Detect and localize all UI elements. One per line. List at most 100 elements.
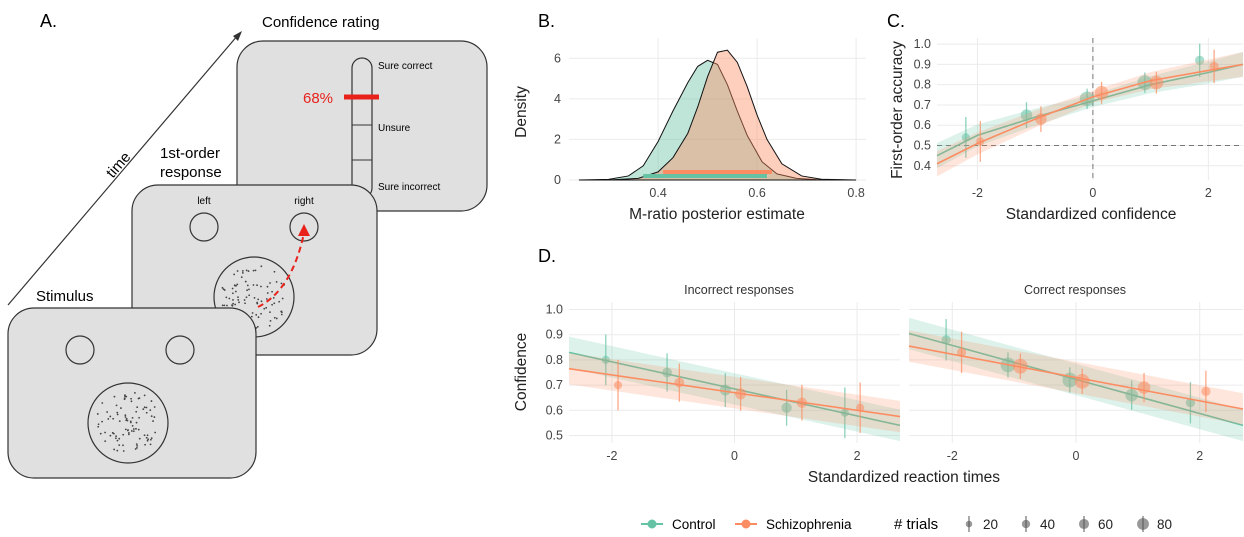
response-label-line2: response [160,164,222,181]
cloud-dot [131,416,134,419]
scale-mid-label: Unsure [378,123,411,134]
d-incorrect-ytick-label: 0.8 [546,353,563,367]
cloud-dot [234,290,237,293]
cloud-dot [234,303,237,306]
d-correct-point-schizophrenia [1012,358,1028,374]
c-xtick-label: 2 [1205,186,1212,200]
legend-schizophrenia: Schizophrenia [766,517,852,532]
cloud-dot [126,419,129,422]
cloud-dot [101,420,103,423]
cloud-dot [113,448,116,451]
cloud-dot [260,265,263,268]
c-point-control [961,133,970,142]
legend-trials-marker [1078,518,1090,530]
b-ytick-label: 0 [554,173,561,187]
cloud-dot [97,425,100,428]
d-incorrect-point-schizophrenia [674,377,685,388]
cloud-dot [269,319,272,322]
legend-trials-marker [1021,519,1031,529]
cloud-dot [116,439,119,442]
cloud-dot [241,272,244,274]
cloud-dot [153,416,156,418]
legend-control-key [641,519,663,529]
b-ytick-label: 4 [554,92,561,106]
cloud-dot [124,416,127,418]
c-xtick-label: -2 [972,186,983,200]
cloud-dot [101,402,104,404]
cloud-dot [137,428,140,431]
cloud-dot [257,298,260,301]
cloud-dot [236,283,239,286]
cloud-dot [120,407,122,409]
cloud-dot [138,416,140,419]
b-density-control [578,59,847,181]
c-ytick-label: 0.7 [914,98,931,112]
cloud-dot [136,446,138,449]
cloud-dot [244,302,246,305]
stimulus-dot-cloud-icon [87,382,169,464]
cloud-dot [222,288,225,291]
cloud-dot [266,285,269,288]
cloud-dot [257,316,260,319]
cloud-dot [104,440,107,443]
cloud-dot [143,394,146,397]
cloud-dot [231,287,234,290]
d-incorrect-ytick-label: 0.5 [546,428,563,442]
d-incorrect-point-schizophrenia [613,380,623,390]
cloud-dot [136,406,139,409]
c-ytick-label: 0.9 [914,57,931,71]
cloud-dot [248,294,251,297]
cloud-dot [145,436,148,439]
cloud-dot [99,432,102,435]
c-ytick-label: 0.5 [914,139,931,153]
cloud-dot [260,300,263,303]
cloud-dot [132,430,135,433]
d-correct-xtick-label: -2 [947,449,958,463]
cloud-dot [114,437,117,440]
c-point-schizophrenia [1035,113,1047,125]
cloud-dot [273,302,276,305]
c-plot-area [937,38,1243,180]
c-point-control [1020,109,1033,121]
cloud-dot [255,313,258,316]
cloud-dot [118,420,121,423]
cloud-dot [260,312,262,315]
cloud-dot [149,409,152,412]
d-correct-xtick-label: 0 [1073,449,1080,463]
cloud-dot [135,427,137,430]
c-point-control [1195,55,1205,65]
cloud-dot [268,324,271,327]
cloud-dot [154,431,157,434]
c-point-schizophrenia [1149,75,1164,90]
cloud-dot [122,450,125,452]
b-ytick-label: 2 [554,132,561,146]
cloud-dot [233,273,236,276]
legend-trials-label: 60 [1098,517,1113,532]
cloud-dot [125,417,128,420]
cloud-dot [275,281,278,283]
confidence-scale [351,57,373,199]
stimulus-label: Stimulus [36,288,94,305]
cloud-dot [142,408,145,411]
cloud-dot [153,406,156,408]
cloud-dot [124,414,127,417]
b-xtick-label: 0.4 [649,186,666,200]
cloud-dot [147,438,150,441]
d-incorrect-point-control [840,408,849,417]
c-ylabel: First-order accuracy [889,41,906,179]
d-correct-xtick-label: 2 [1196,449,1203,463]
cloud-dot [130,397,133,400]
cloud-dot [132,428,135,430]
panel-label-b: B. [538,11,555,31]
d-incorrect-xtick-label: -2 [606,449,617,463]
d-incorrect-xtick-label: 2 [854,449,861,463]
d-correct-point-control [941,335,951,345]
cloud-dot [116,413,119,416]
c-point-schizophrenia [1209,61,1219,72]
cloud-dot [150,437,153,439]
cloud-dot [254,269,257,272]
d-incorrect-point-schizophrenia [856,403,865,412]
cloud-dot [123,398,126,401]
cloud-dot [116,449,119,452]
stimulus-card [7,307,257,479]
